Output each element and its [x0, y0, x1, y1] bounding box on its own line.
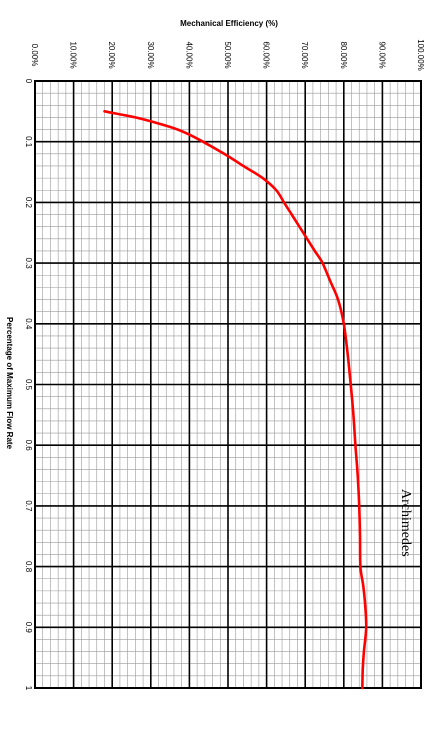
- efficiency-tick-label: 20.00%: [107, 41, 116, 68]
- flow-rate-tick-label: 0.5: [24, 379, 33, 391]
- efficiency-tick-label: 70.00%: [300, 41, 309, 68]
- flow-rate-tick-label: 1: [24, 686, 33, 691]
- flow-rate-tick-label: 0.6: [24, 440, 33, 452]
- efficiency-tick-label: 30.00%: [146, 41, 155, 68]
- efficiency-tick-label: 60.00%: [262, 41, 271, 68]
- plot-frame: [34, 80, 422, 689]
- efficiency-tick-label: 50.00%: [223, 41, 232, 68]
- series-layer: [103, 110, 368, 690]
- archimedes-annotation: Archimedes: [398, 489, 413, 557]
- efficiency-tick-label: 40.00%: [184, 41, 193, 68]
- efficiency-tick-label: 0.00%: [30, 44, 39, 67]
- efficiency-tick-label: 80.00%: [339, 41, 348, 68]
- flow-rate-tick-label: 0.7: [24, 500, 33, 512]
- flow-rate-tick-labels: 0 0.1 0.2 0.3 0.4 0.5 0.6 0.7 0.8 0.9 1: [24, 79, 33, 691]
- efficiency-tick-label: 10.00%: [69, 41, 78, 68]
- flow-rate-tick-label: 0.9: [24, 622, 33, 634]
- efficiency-tick-labels: 0.00% 10.00% 20.00% 30.00% 40.00% 50.00% 60.00…: [30, 39, 425, 71]
- flow-rate-axis-title: Percentage of Maximum Flow Rate: [5, 317, 14, 450]
- flow-rate-tick-label: 0.3: [24, 258, 33, 270]
- efficiency-series-line: [103, 110, 368, 690]
- major-gridlines: [35, 81, 421, 688]
- flow-rate-tick-label: 0.1: [24, 136, 33, 148]
- flow-rate-tick-label: 0.2: [24, 197, 33, 209]
- efficiency-tick-label: 100.00%: [416, 39, 425, 71]
- efficiency-tick-label: 90.00%: [377, 41, 386, 68]
- flow-rate-tick-label: 0: [24, 79, 33, 84]
- flow-rate-tick-label: 0.4: [24, 318, 33, 330]
- flow-rate-tick-label: 0.8: [24, 561, 33, 573]
- efficiency-axis-title: Mechanical Efficiency (%): [180, 19, 278, 28]
